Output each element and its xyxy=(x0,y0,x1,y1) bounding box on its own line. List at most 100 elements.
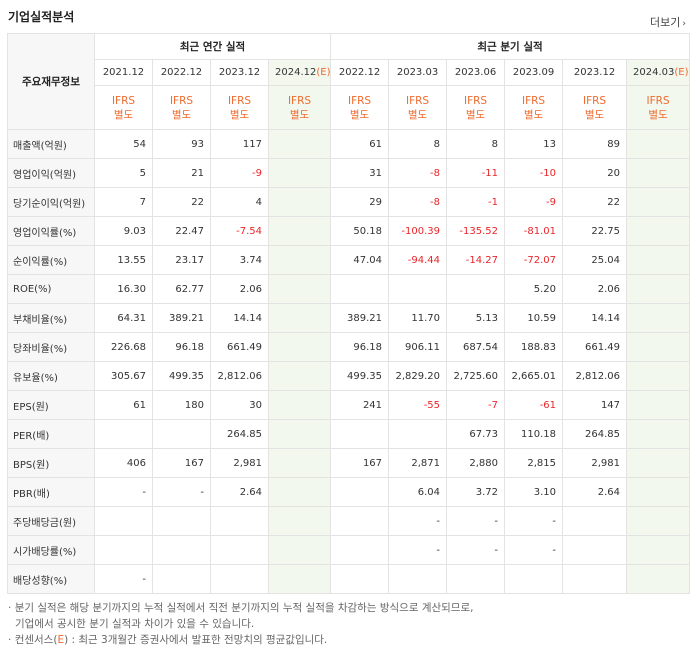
cell-value: 2,981 xyxy=(562,448,628,478)
cell-value xyxy=(267,535,332,565)
row-label: BPS(원) xyxy=(7,448,95,478)
cell-value: -72.07 xyxy=(504,245,564,275)
row-label: 영업이익률(%) xyxy=(7,216,95,246)
cell-value: -1 xyxy=(446,187,506,217)
period-header: 2023.09 xyxy=(504,59,564,86)
ifrs-badge: IFRS 별도 xyxy=(388,85,448,130)
cell-value: 13.55 xyxy=(94,245,153,275)
cell-value: 2,812.06 xyxy=(210,361,269,391)
cell-value xyxy=(267,506,332,536)
row-label: PER(배) xyxy=(7,419,95,449)
row-label: PBR(배) xyxy=(7,477,95,507)
cell-value: 22 xyxy=(152,187,211,217)
cell-value: 389.21 xyxy=(330,303,390,333)
cell-value: -94.44 xyxy=(388,245,448,275)
cell-value xyxy=(626,187,691,217)
note-1: · 분기 실적은 해당 분기까지의 누적 실적에서 직전 분기까지의 누적 실적… xyxy=(8,602,474,614)
cell-value: -14.27 xyxy=(446,245,506,275)
cell-value: 64.31 xyxy=(94,303,153,333)
cell-value xyxy=(330,477,390,507)
cell-value: - xyxy=(446,506,506,536)
cell-value xyxy=(267,274,332,304)
cell-value xyxy=(626,564,691,594)
cell-value: -55 xyxy=(388,390,448,420)
row-label: 순이익률(%) xyxy=(7,245,95,275)
period-header: 2022.12 xyxy=(152,59,211,86)
annual-header: 최근 연간 실적 xyxy=(93,33,332,60)
cell-value xyxy=(446,274,506,304)
cell-value: 47.04 xyxy=(330,245,390,275)
cell-value: 54 xyxy=(94,129,153,159)
cell-value xyxy=(562,564,628,594)
cell-value xyxy=(267,448,332,478)
table-row: 영업이익(억원) 5 21 -9 31 -8 -11 -10 20 xyxy=(7,158,691,188)
cell-value: 29 xyxy=(330,187,390,217)
row-label: 주당배당금(원) xyxy=(7,506,95,536)
cell-value xyxy=(626,535,691,565)
cell-value xyxy=(267,332,332,362)
cell-value xyxy=(388,419,448,449)
ifrs-badge: IFRS 별도 xyxy=(562,85,628,130)
cell-value: 2.06 xyxy=(210,274,269,304)
cell-value xyxy=(210,506,269,536)
table-row: 배당성향(%) - xyxy=(7,564,691,594)
table-row: 당기순이익(억원) 7 22 4 29 -8 -1 -9 22 xyxy=(7,187,691,217)
period-header: 2023.06 xyxy=(446,59,506,86)
cell-value: - xyxy=(446,535,506,565)
cell-value xyxy=(152,419,211,449)
cell-value: -135.52 xyxy=(446,216,506,246)
cell-value: -7.54 xyxy=(210,216,269,246)
cell-value xyxy=(94,419,153,449)
cell-value: 389.21 xyxy=(152,303,211,333)
row-label: 배당성향(%) xyxy=(7,564,95,594)
cell-value: 167 xyxy=(330,448,390,478)
table-row: PBR(배) - -2.64 6.04 3.72 3.10 2.64 xyxy=(7,477,691,507)
period-header: 2022.12 xyxy=(330,59,390,86)
cell-value: 661.49 xyxy=(562,332,628,362)
cell-value: 22.47 xyxy=(152,216,211,246)
more-link[interactable]: 더보기 › xyxy=(650,14,686,30)
cell-value xyxy=(94,506,153,536)
cell-value: 147 xyxy=(562,390,628,420)
ifrs-badge: IFRS 별도 xyxy=(330,85,390,130)
table-row: 당좌비율(%) 226.68 96.18 661.49 96.18 906.11 687.5… xyxy=(7,332,691,362)
cell-value xyxy=(210,564,269,594)
cell-value: 67.73 xyxy=(446,419,506,449)
cell-value: 2,665.01 xyxy=(504,361,564,391)
cell-value: 661.49 xyxy=(210,332,269,362)
cell-value: - xyxy=(94,564,153,594)
cell-value: 50.18 xyxy=(330,216,390,246)
table-row: ROE(%) 16.30 62.77 2.06 5.20 2.06 xyxy=(7,274,691,304)
cell-value xyxy=(267,477,332,507)
cell-value xyxy=(388,564,448,594)
cell-value: 3.10 xyxy=(504,477,564,507)
row-label: 유보율(%) xyxy=(7,361,95,391)
cell-value: 305.67 xyxy=(94,361,153,391)
cell-value xyxy=(152,564,211,594)
cell-value: 3.72 xyxy=(446,477,506,507)
cell-value xyxy=(330,419,390,449)
table-body: 매출액(억원) 54 93 117 61 8 8 13 89 영업이익(억원) 5 21 -9 31 -8-… xyxy=(7,129,691,594)
footnotes: · 분기 실적은 해당 분기까지의 누적 실적에서 직전 분기까지의 누적 실적… xyxy=(8,600,473,648)
cell-value: 2.64 xyxy=(210,477,269,507)
cell-value xyxy=(388,274,448,304)
cell-value xyxy=(626,216,691,246)
cell-value: 687.54 xyxy=(446,332,506,362)
cell-value xyxy=(330,274,390,304)
period-row: 2021.12 2022.12 2023.12 2024.12(E) 2022.12 20… xyxy=(8,59,691,86)
row-label: 부채비율(%) xyxy=(7,303,95,333)
cell-value xyxy=(152,535,211,565)
cell-value: -9 xyxy=(210,158,269,188)
cell-value: - xyxy=(388,506,448,536)
cell-value: 96.18 xyxy=(152,332,211,362)
cell-value: 62.77 xyxy=(152,274,211,304)
cell-value: 2,880 xyxy=(446,448,506,478)
cell-value: 499.35 xyxy=(152,361,211,391)
cell-value: 2,871 xyxy=(388,448,448,478)
cell-value xyxy=(330,535,390,565)
cell-value xyxy=(267,361,332,391)
cell-value: 8 xyxy=(388,129,448,159)
cell-value xyxy=(330,564,390,594)
cell-value: 23.17 xyxy=(152,245,211,275)
row-label: 당좌비율(%) xyxy=(7,332,95,362)
